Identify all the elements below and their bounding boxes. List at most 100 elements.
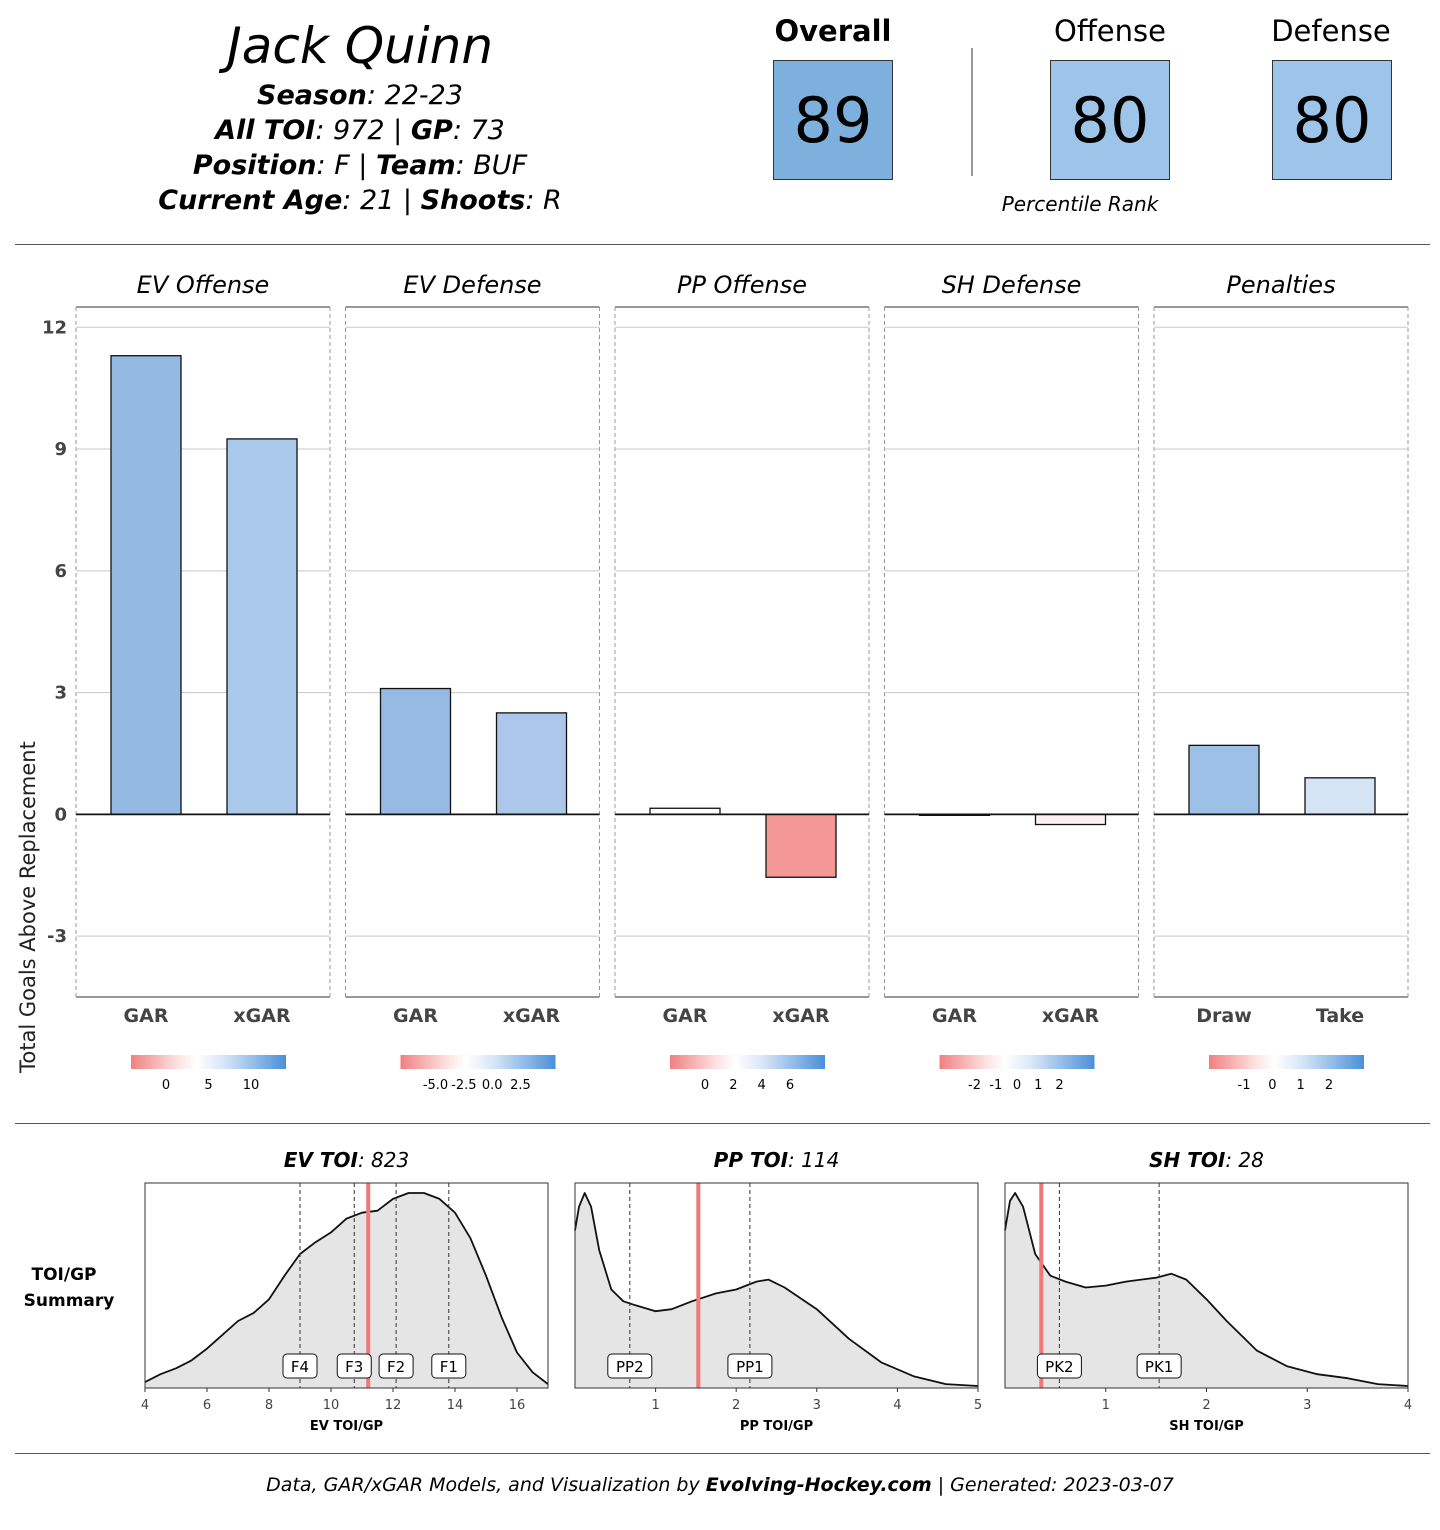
x-tick-label: 4 [1404,1398,1412,1413]
line-label: PP1 [736,1358,764,1376]
density-line [1004,1192,1409,1387]
rank-divider [971,48,973,176]
position-team-line: Position: F | Team: BUF [192,150,528,181]
panel-frame [144,1182,549,1389]
legend-colorbar [400,1055,556,1069]
panel-title: Penalties [1226,271,1335,299]
x-tick-label: 2 [732,1398,740,1413]
legend-tick-label: 0 [701,1078,709,1093]
legend-tick-label: 0 [162,1078,170,1093]
legend-tick-label: -2.5 [451,1078,476,1093]
bar-draw [1188,744,1260,816]
x-tick-label: xGAR [233,1005,291,1027]
toi-panel-title: SH TOI: 28 [1149,1148,1264,1172]
legend-tick-label: 6 [786,1078,794,1093]
legend-tick-label: 4 [758,1078,766,1093]
player-header: Jack Quinn Season: 22-23 All TOI: 972 | … [130,14,590,218]
y-tick-label: 6 [54,561,67,582]
line-label: F2 [387,1358,405,1376]
bar-xgar [495,712,568,816]
x-tick-label: 16 [509,1398,526,1413]
legend-tick-label: 0 [1268,1078,1276,1093]
middle-divider [15,1123,1430,1124]
x-axis-label: PP TOI/GP [740,1419,813,1434]
density-line [574,1192,979,1387]
footer-credit: Data, GAR/xGAR Models, and Visualization… [266,1474,1174,1496]
toi-panel-title: EV TOI: 823 [284,1148,409,1172]
defense-rank-label: Defense [1271,14,1391,48]
x-tick-label: 10 [323,1398,340,1413]
offense-rank-box: 80 [1050,60,1170,180]
x-tick-label: 4 [141,1398,149,1413]
x-axis-label: SH TOI/GP [1169,1419,1243,1434]
x-tick-label: GAR [663,1005,708,1027]
line-label-box [336,1353,372,1379]
panel-title: EV Offense [137,271,270,299]
panel-title: SH Defense [942,271,1082,299]
bar-xgar [765,813,837,878]
line-label: PP2 [616,1358,644,1376]
y-axis-label: Total Goals Above Replacement [16,741,40,1074]
toi-panel: PP TOI: 114 PP2 PP1 1 2 3 4 5 PP TOI/GP [574,1148,982,1434]
gar-panel: EV Defense GAR xGAR -5.0 -2.5 0.0 2.5 [345,271,600,1093]
legend-tick-label: 2 [1325,1078,1333,1093]
header-divider [15,244,1430,245]
legend-tick-label: -1 [1238,1078,1251,1093]
x-tick-label: 12 [385,1398,402,1413]
density-line [144,1192,549,1385]
legend-tick-label: 2 [729,1078,737,1093]
footer-divider [15,1453,1430,1454]
toi-density-chart: TOI/GP Summary EV TOI: 823 F4 F3 F2 F1 4 6 8 10 1… [24,1148,1413,1434]
legend-tick-label: 2.5 [510,1078,531,1093]
footer-site: Evolving-Hockey.com [705,1474,932,1496]
legend-tick-label: 2 [1055,1078,1063,1093]
legend-tick-label: 0 [1013,1078,1021,1093]
line-label: F4 [291,1358,309,1376]
legend-tick-label: -5.0 [423,1078,448,1093]
x-tick-label: 5 [974,1398,982,1413]
gar-panel: Penalties Draw Take -1 0 1 2 [1153,271,1409,1093]
density-fill [1005,1193,1408,1388]
y-tick-label: 3 [54,683,67,704]
y-tick-label: 0 [54,804,67,825]
x-tick-label: 1 [1102,1398,1110,1413]
legend-colorbar [670,1055,825,1069]
legend-tick-label: -1 [989,1078,1002,1093]
x-tick-label: GAR [932,1005,977,1027]
x-tick-label: GAR [124,1005,169,1027]
x-axis-label: EV TOI/GP [310,1419,383,1434]
line-label: PK1 [1145,1358,1173,1376]
line-label-box [1136,1353,1182,1379]
x-tick-label: 6 [203,1398,211,1413]
age-shoots-line: Current Age: 21 | Shoots: R [158,185,562,216]
bar-gar [379,687,452,816]
toi-summary-label-line1: TOI/GP [32,1265,97,1285]
x-tick-label: 2 [1202,1398,1210,1413]
x-tick-label: 3 [813,1398,821,1413]
y-axis-ticks: -3 0 3 6 9 12 [42,317,67,947]
line-label: F1 [440,1358,458,1376]
overall-rank-label: Overall [774,14,892,48]
percentile-rank-caption: Percentile Rank [1001,192,1159,216]
x-tick-label: Take [1316,1005,1364,1027]
line-label: F3 [345,1358,363,1376]
x-tick-label: 14 [447,1398,464,1413]
legend-tick-label: 10 [243,1078,260,1093]
x-tick-label: xGAR [772,1005,830,1027]
panel-frame [574,1182,979,1389]
bar-gar [110,355,182,816]
toi-gp-line: All TOI: 972 | GP: 73 [215,115,505,146]
line-label: PK2 [1045,1358,1073,1376]
x-tick-label: xGAR [1042,1005,1100,1027]
legend-colorbar [131,1055,286,1069]
overall-rank-box: 89 [773,60,893,180]
y-tick-label: 9 [54,439,67,460]
gar-panel: SH Defense GAR xGAR -2 -1 0 1 2 [884,271,1139,1093]
line-label-box [727,1353,773,1379]
line-label-box [431,1353,467,1379]
y-tick-label: -3 [47,926,67,947]
bar-take [1304,777,1376,816]
